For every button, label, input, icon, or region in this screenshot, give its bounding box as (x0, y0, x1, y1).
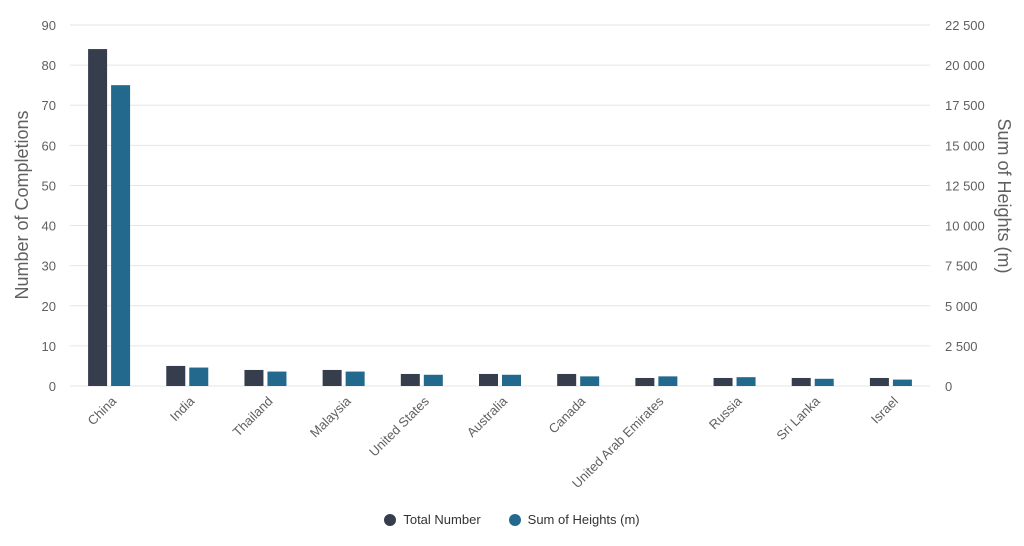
bar-total-number[interactable] (88, 49, 108, 387)
bars (88, 49, 912, 387)
x-axis-ticks: China India Thailand Malaysia United States A… (85, 393, 902, 491)
left-tick-label: 70 (42, 98, 56, 113)
x-tick-label: India (167, 393, 198, 424)
bar-total-number[interactable] (635, 377, 655, 386)
bar-total-number[interactable] (166, 365, 186, 386)
legend-label-total-number: Total Number (403, 512, 481, 527)
left-tick-label: 30 (42, 259, 56, 274)
right-tick-label: 2 500 (945, 339, 978, 354)
bar-total-number[interactable] (791, 377, 811, 386)
bar-sum-of-heights[interactable] (267, 371, 287, 386)
x-tick-label: Thailand (230, 394, 276, 440)
x-tick-label: United States (366, 393, 432, 459)
legend-label-sum-of-heights: Sum of Heights (m) (527, 512, 640, 527)
right-tick-label: 0 (945, 379, 952, 394)
legend-marker-total-number (384, 513, 397, 526)
x-tick-label: Canada (545, 393, 588, 436)
gridlines (70, 24, 930, 387)
left-axis-ticks: 0 10 20 30 40 50 60 70 80 90 (42, 18, 56, 394)
bar-total-number[interactable] (557, 373, 577, 386)
bar-total-number[interactable] (479, 373, 498, 386)
left-tick-label: 90 (42, 18, 56, 33)
x-tick-label: Malaysia (307, 393, 354, 440)
right-tick-label: 22 500 (945, 18, 985, 33)
legend-marker-sum-of-heights (508, 513, 521, 526)
left-axis-title: Number of Completions (12, 110, 32, 299)
bar-total-number[interactable] (244, 369, 264, 386)
right-axis-ticks: 0 2 500 5 000 7 500 10 000 12 500 15 000 17 500… (945, 18, 985, 394)
x-tick-label: China (85, 393, 120, 428)
right-tick-label: 15 000 (945, 138, 985, 153)
right-tick-label: 5 000 (945, 299, 978, 314)
bar-sum-of-heights[interactable] (736, 377, 756, 386)
legend-item-sum-of-heights[interactable]: Sum of Heights (m) (508, 512, 640, 527)
right-tick-label: 12 500 (945, 178, 985, 193)
bar-sum-of-heights[interactable] (189, 367, 209, 386)
bar-sum-of-heights[interactable] (814, 378, 834, 386)
right-tick-label: 17 500 (945, 98, 985, 113)
right-tick-label: 20 000 (945, 58, 985, 73)
right-tick-label: 10 000 (945, 219, 985, 234)
bar-sum-of-heights[interactable] (345, 371, 365, 386)
bar-sum-of-heights[interactable] (580, 376, 600, 386)
bar-sum-of-heights[interactable] (658, 376, 678, 386)
right-tick-label: 7 500 (945, 259, 978, 274)
legend: Total Number Sum of Heights (m) (0, 512, 1024, 527)
legend-item-total-number[interactable]: Total Number (384, 512, 481, 527)
x-tick-label: Sri Lanka (773, 393, 823, 443)
left-tick-label: 20 (42, 299, 56, 314)
x-tick-label: Australia (464, 393, 511, 440)
bar-sum-of-heights[interactable] (502, 374, 521, 386)
bar-total-number[interactable] (400, 373, 420, 386)
bar-total-number[interactable] (869, 377, 889, 386)
left-tick-label: 50 (42, 178, 56, 193)
left-tick-label: 60 (42, 138, 56, 153)
left-tick-label: 10 (42, 339, 56, 354)
bar-sum-of-heights[interactable] (111, 85, 131, 387)
bar-total-number[interactable] (713, 377, 733, 386)
x-tick-label: Israel (868, 393, 901, 426)
left-tick-label: 0 (49, 379, 56, 394)
right-axis-title: Sum of Heights (m) (994, 118, 1014, 273)
bar-total-number[interactable] (322, 369, 342, 386)
bar-sum-of-heights[interactable] (423, 374, 443, 386)
left-tick-label: 80 (42, 58, 56, 73)
left-tick-label: 40 (42, 219, 56, 234)
bar-sum-of-heights[interactable] (892, 379, 912, 386)
x-tick-label: Russia (706, 393, 745, 432)
